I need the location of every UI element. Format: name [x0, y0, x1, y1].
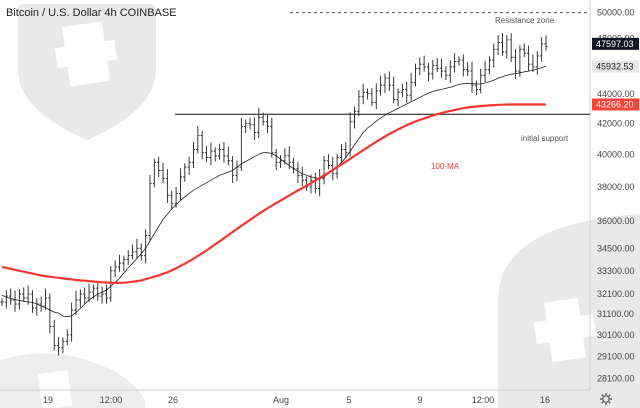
price-tag-box: [592, 60, 639, 73]
watermark-shield-icon: [18, 4, 156, 140]
x-axis-ticks: 19 12:00 26 Aug 5 9 12:00 16: [43, 395, 550, 405]
resistance-zone-label: Resistance zone: [495, 16, 555, 25]
ma100-line: [1, 103, 546, 284]
settings-gear-icon[interactable]: [600, 393, 612, 405]
watermark-shield-icon-2: [498, 214, 640, 408]
y-tick-label: 33300.00: [597, 266, 635, 276]
x-tick-label: 12:00: [472, 395, 495, 405]
price-tag-box: [592, 98, 639, 111]
price-tag-label: 43266.20: [596, 99, 634, 109]
x-tick-label: 12:00: [100, 395, 123, 405]
x-tick-label: 16: [540, 395, 550, 405]
x-tick-label: 26: [168, 395, 178, 405]
short-moving-average-line: [1, 65, 547, 318]
x-tick-label: 5: [346, 395, 351, 405]
price-tags: 47597.03 45932.53 43266.20: [592, 37, 639, 111]
price-candles: [0, 33, 548, 356]
chart-title: Bitcoin / U.S. Dollar 4h COINBASE: [6, 7, 177, 19]
watermark-shield-icon-3: [0, 353, 145, 408]
y-tick-label: 29100.00: [597, 351, 635, 361]
y-tick-label: 32100.00: [597, 289, 635, 299]
y-tick-label: 31100.00: [597, 309, 634, 319]
y-tick-label: 34500.00: [597, 243, 635, 253]
y-tick-label: 44000.00: [597, 89, 635, 99]
x-tick-label: 19: [43, 395, 53, 405]
y-tick-label: 50000.00: [597, 8, 635, 18]
y-tick-label: 36000.00: [597, 216, 635, 226]
price-tag-label: 47597.03: [596, 39, 634, 49]
y-tick-label: 40000.00: [597, 149, 635, 159]
price-tag-box: [592, 37, 639, 50]
x-tick-label: 9: [417, 395, 422, 405]
y-tick-label: 38000.00: [597, 182, 635, 192]
ma100-label: 100-MA: [431, 162, 460, 171]
y-tick-label: 28100.00: [597, 374, 635, 384]
y-tick-label: 42000.00: [597, 118, 635, 128]
x-tick-label: Aug: [273, 395, 289, 405]
initial-support-label: initial support: [521, 134, 569, 143]
price-tag-label: 45932.53: [596, 61, 634, 71]
y-tick-label: 30100.00: [597, 330, 635, 340]
